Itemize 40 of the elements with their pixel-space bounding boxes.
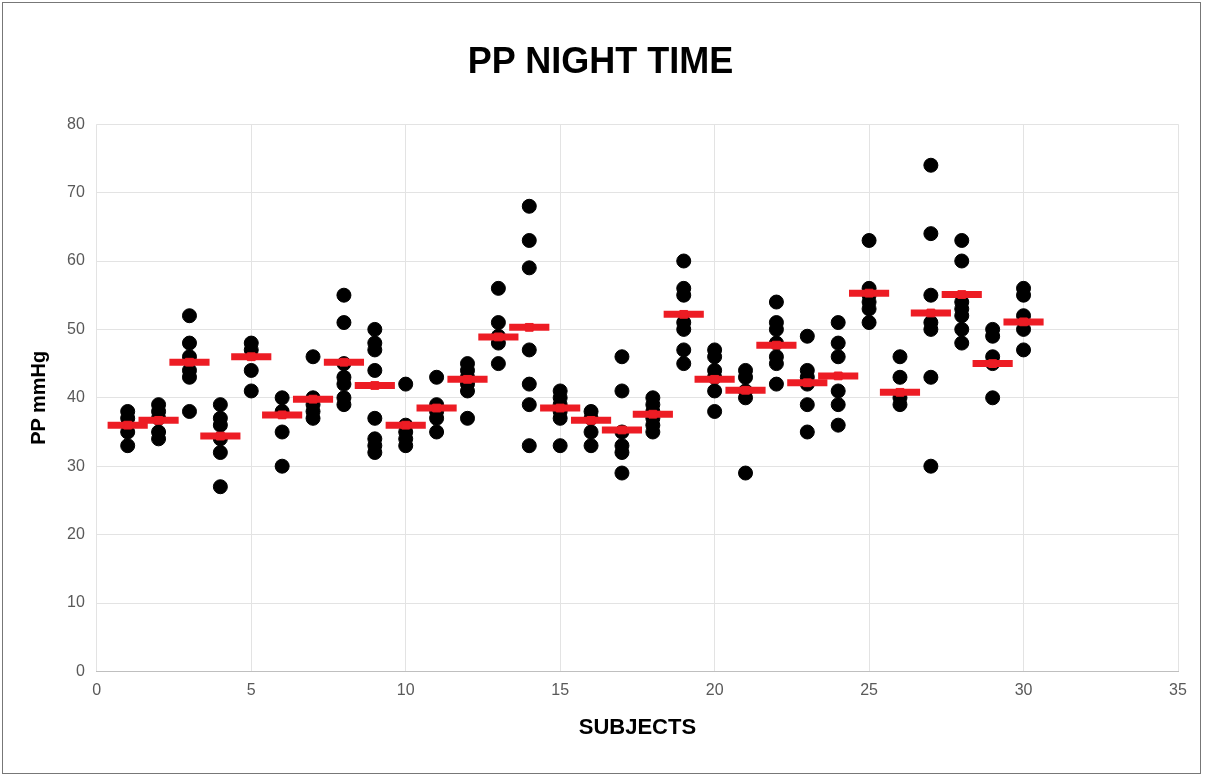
point: [648, 409, 658, 419]
y-tick-label: 30: [67, 456, 85, 474]
point: [494, 332, 503, 342]
point: [246, 352, 256, 362]
point: [895, 387, 905, 397]
point: [370, 381, 380, 390]
x-tick-label: 0: [92, 681, 102, 699]
point: [988, 359, 998, 368]
point: [555, 403, 565, 413]
x-tick-label: 15: [551, 681, 570, 699]
point: [524, 322, 534, 332]
y-tick-label: 20: [67, 525, 85, 543]
y-tick-label: 50: [67, 319, 85, 337]
chart-title: PP NIGHT TIME: [467, 39, 734, 81]
point: [463, 374, 472, 384]
point: [185, 357, 194, 367]
point: [308, 394, 318, 404]
point: [432, 403, 441, 413]
x-tick-label: 25: [860, 681, 879, 699]
y-tick-label: 10: [67, 593, 85, 611]
y-tick-label: 40: [67, 388, 85, 406]
x-tick-label: 10: [396, 681, 415, 699]
x-tick-label: 5: [246, 681, 256, 699]
x-tick-label: 30: [1014, 681, 1033, 699]
x-tick-label: 35: [1169, 681, 1187, 699]
x-tick-label: 20: [705, 681, 724, 699]
point: [957, 290, 967, 299]
point: [833, 371, 843, 381]
y-tick-label: 80: [67, 114, 85, 132]
point: [123, 420, 133, 430]
x-axis-title: SUBJECTS: [578, 713, 697, 739]
y-tick-label: 70: [67, 183, 85, 201]
point: [864, 288, 874, 298]
point: [926, 308, 936, 318]
point: [1019, 317, 1028, 327]
point: [802, 378, 812, 388]
y-axis-title: PP mmHg: [26, 350, 49, 445]
y-tick-label: 60: [67, 251, 85, 269]
point: [679, 309, 689, 319]
y-tick-label: 0: [75, 661, 85, 679]
